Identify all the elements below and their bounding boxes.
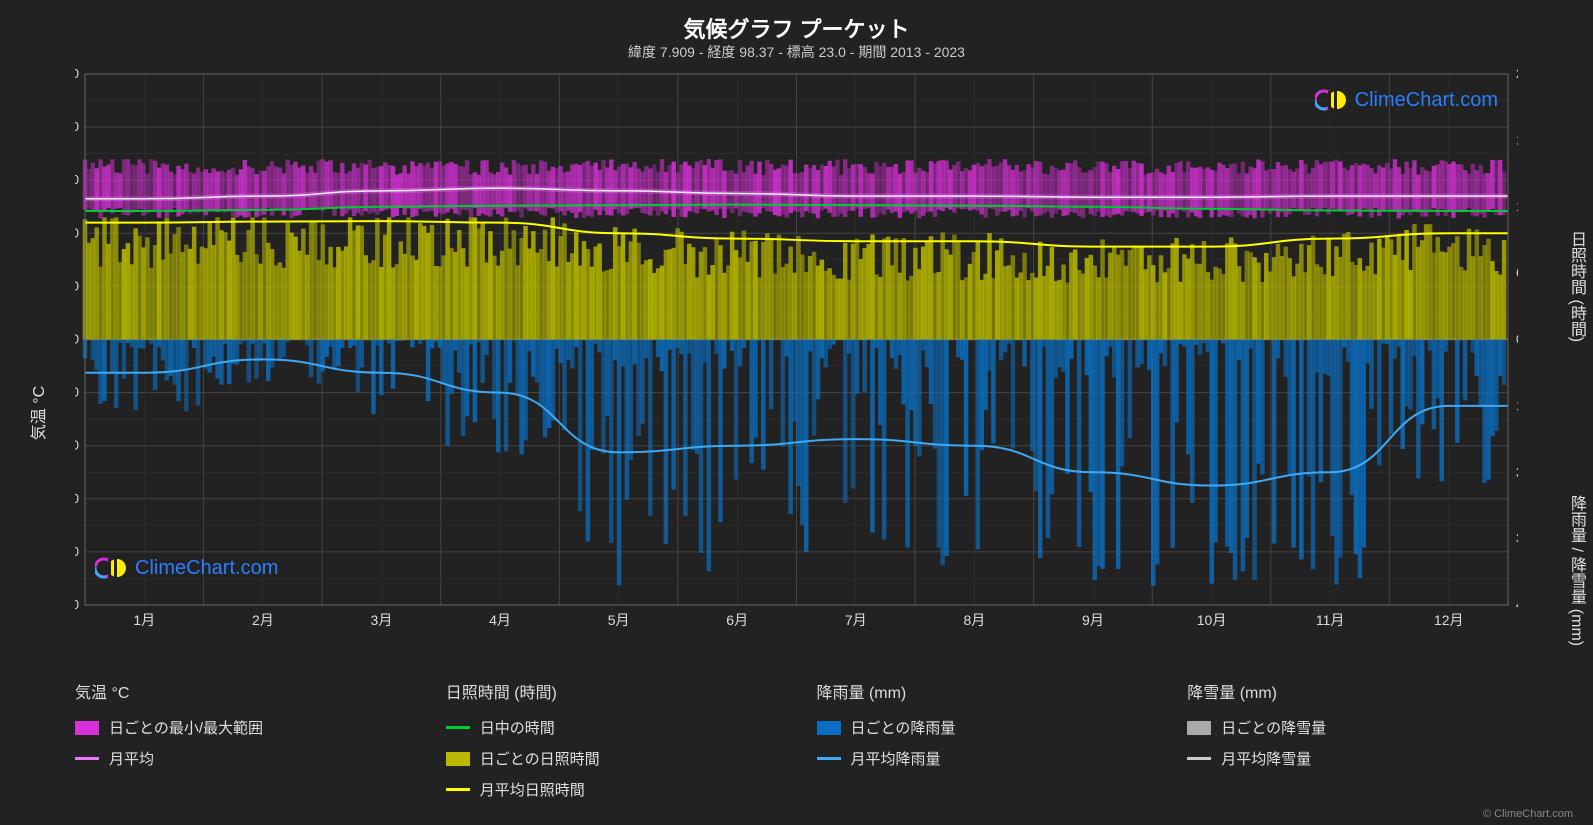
logo-icon (95, 556, 127, 580)
legend-item: 日ごとの降雨量 (817, 717, 1148, 738)
ytick-right-sun: 6 (1516, 265, 1518, 280)
legend-item: 日ごとの日照時間 (446, 748, 777, 769)
legend-item: 月平均降雪量 (1187, 748, 1518, 769)
legend-col-rain: 降雨量 (mm) 日ごとの降雨量月平均降雨量 (817, 679, 1148, 810)
ytick-left: 50 (75, 68, 79, 81)
xtick-month: 7月 (845, 612, 867, 628)
rain-daily-bars (85, 340, 1504, 587)
legend-item: 日ごとの降雪量 (1187, 717, 1518, 738)
ytick-left: -50 (75, 597, 79, 612)
ytick-left: 20 (75, 225, 79, 240)
legend-swatch (1187, 757, 1211, 760)
ytick-right-rain: 40 (1516, 597, 1518, 612)
legend-item: 日中の時間 (446, 717, 777, 738)
sunshine-daily-bars (85, 217, 1504, 339)
legend: 気温 °C 日ごとの最小/最大範囲月平均 日照時間 (時間) 日中の時間日ごとの… (75, 679, 1518, 810)
ytick-left: -40 (75, 544, 79, 559)
legend-label: 月平均 (109, 748, 154, 769)
xtick-month: 5月 (608, 612, 630, 628)
legend-swatch (817, 721, 841, 735)
legend-item: 日ごとの最小/最大範囲 (75, 717, 406, 738)
legend-label: 日ごとの最小/最大範囲 (109, 717, 263, 738)
ytick-right-sun: 12 (1516, 199, 1518, 214)
plot-area: 50 40 30 20 10 0 -10 -20 -30 -40 -50 24 18 12 6 0 10 20 30… (75, 68, 1518, 635)
watermark-text: ClimeChart.com (1355, 89, 1498, 112)
xtick-month: 12月 (1434, 612, 1464, 628)
legend-title: 降雨量 (mm) (817, 679, 1148, 703)
ytick-left: 30 (75, 172, 79, 187)
legend-label: 日ごとの日照時間 (480, 748, 600, 769)
legend-title: 日照時間 (時間) (446, 679, 777, 703)
legend-item: 月平均降雨量 (817, 748, 1148, 769)
ytick-right-rain: 20 (1516, 464, 1518, 479)
watermark-bottom[interactable]: ClimeChart.com (95, 556, 278, 580)
credit-text: © ClimeChart.com (1483, 808, 1573, 820)
legend-swatch (446, 788, 470, 791)
xtick-month: 1月 (133, 612, 155, 628)
ytick-left: 40 (75, 119, 79, 134)
legend-label: 日ごとの降雪量 (1221, 717, 1326, 738)
legend-item: 月平均日照時間 (446, 779, 777, 800)
legend-swatch (817, 757, 841, 760)
legend-title: 降雪量 (mm) (1187, 679, 1518, 703)
legend-label: 月平均降雨量 (851, 748, 941, 769)
logo-icon (1315, 88, 1347, 112)
legend-label: 日ごとの降雨量 (851, 717, 956, 738)
xtick-month: 4月 (489, 612, 511, 628)
legend-swatch (75, 757, 99, 760)
xtick-month: 9月 (1082, 612, 1104, 628)
ytick-left: -10 (75, 385, 79, 400)
legend-col-snow: 降雪量 (mm) 日ごとの降雪量月平均降雪量 (1187, 679, 1518, 810)
xtick-month: 3月 (371, 612, 393, 628)
ytick-left: 10 (75, 278, 79, 293)
ytick-right-rain: 10 (1516, 398, 1518, 413)
ytick-left: 0 (75, 332, 79, 347)
ytick-left: -20 (75, 438, 79, 453)
legend-swatch (75, 721, 99, 735)
chart-subtitle: 緯度 7.909 - 経度 98.37 - 標高 23.0 - 期間 2013 … (0, 42, 1593, 62)
legend-swatch (446, 752, 470, 766)
ytick-right-rain: 30 (1516, 531, 1518, 546)
chart-container: 気候グラフ プーケット 緯度 7.909 - 経度 98.37 - 標高 23.… (0, 0, 1593, 825)
y-axis-right-top-label: 日照時間 (時間) (1564, 231, 1588, 342)
legend-item: 月平均 (75, 748, 406, 769)
xtick-month: 6月 (726, 612, 748, 628)
xtick-month: 11月 (1316, 612, 1345, 628)
y-axis-left-label: 気温 °C (25, 385, 49, 439)
watermark-text: ClimeChart.com (135, 557, 278, 580)
watermark-top[interactable]: ClimeChart.com (1315, 88, 1498, 112)
legend-col-temp: 気温 °C 日ごとの最小/最大範囲月平均 (75, 679, 406, 810)
y-axis-right-bot-label: 降雨量 / 降雪量 (mm) (1564, 495, 1588, 646)
legend-label: 月平均降雪量 (1221, 748, 1311, 769)
legend-title: 気温 °C (75, 679, 406, 703)
chart-title: 気候グラフ プーケット (0, 12, 1593, 44)
legend-label: 月平均日照時間 (480, 779, 585, 800)
xtick-month: 8月 (963, 612, 985, 628)
xtick-month: 2月 (252, 612, 274, 628)
legend-col-sun: 日照時間 (時間) 日中の時間日ごとの日照時間月平均日照時間 (446, 679, 777, 810)
ytick-right-sun: 0 (1516, 332, 1518, 347)
legend-label: 日中の時間 (480, 717, 555, 738)
chart-svg: 50 40 30 20 10 0 -10 -20 -30 -40 -50 24 18 12 6 0 10 20 30… (75, 68, 1518, 635)
ytick-right-sun: 18 (1516, 132, 1518, 147)
xtick-month: 10月 (1197, 612, 1227, 628)
ytick-left: -30 (75, 491, 79, 506)
legend-swatch (446, 726, 470, 729)
ytick-right-sun: 24 (1516, 68, 1518, 81)
legend-swatch (1187, 721, 1211, 735)
